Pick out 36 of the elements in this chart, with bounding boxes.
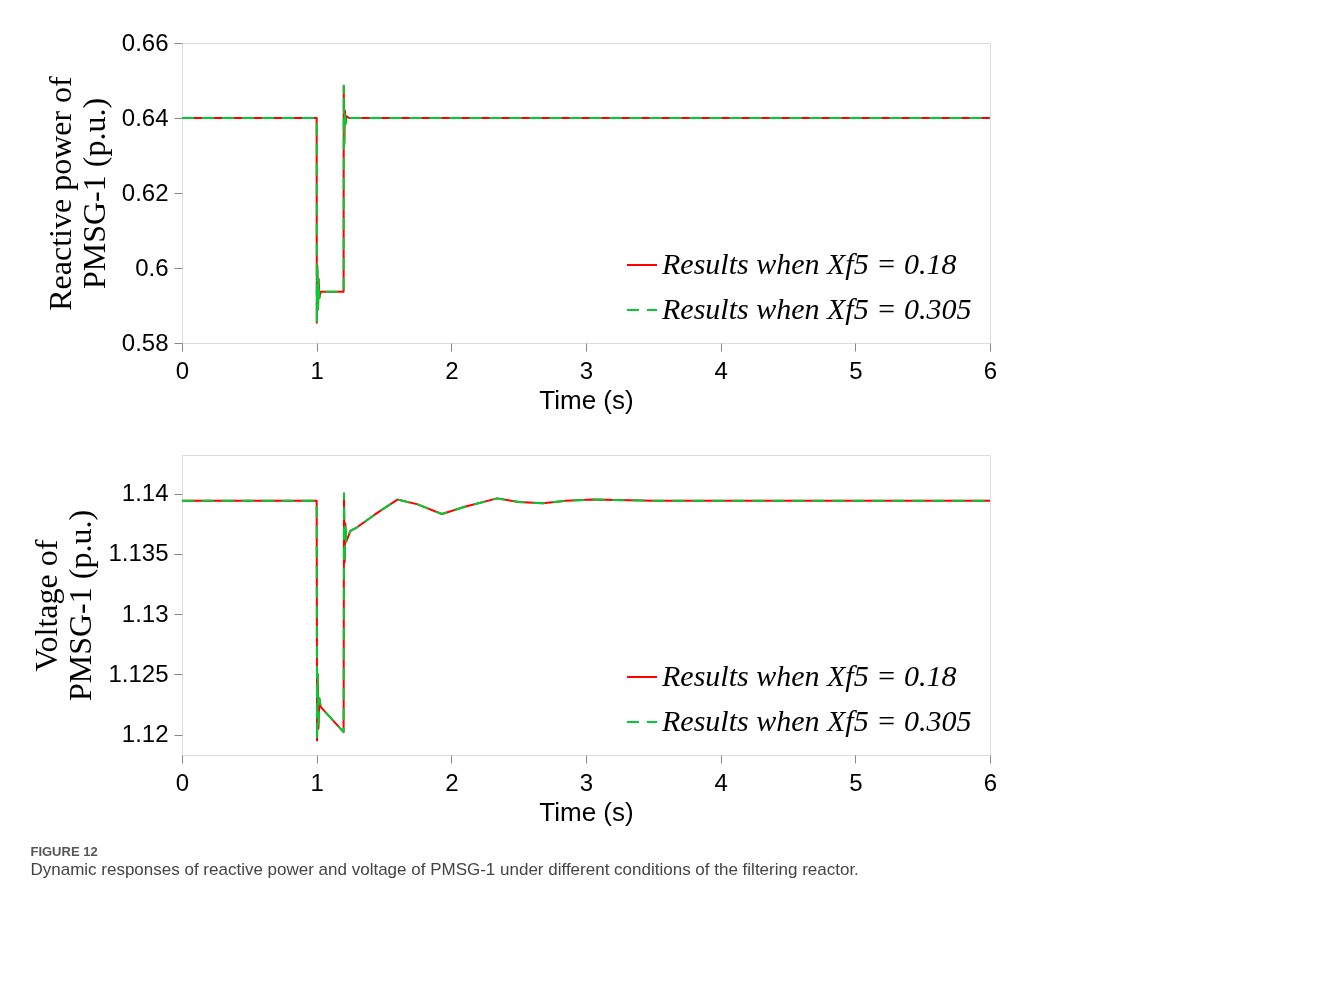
y-tick-label: 1.14: [121, 479, 169, 507]
x-tick-label: 1: [310, 356, 324, 384]
caption: FIGURE 12: [30, 843, 98, 859]
x-tick-label: 6: [983, 356, 998, 384]
x-tick-label: 6: [983, 768, 998, 796]
y-tick-label: 0.62: [121, 178, 169, 206]
line-series: [182, 84, 990, 324]
x-axis-title: Time (s): [539, 796, 634, 827]
x-tick-label: 2: [445, 356, 459, 384]
y-tick-label: 1.13: [121, 599, 169, 627]
text: Dynamic responses of reactive power and voltage of PMSG-1 under different conditions of the filtering reactor.: [30, 859, 859, 879]
y-axis-title: Voltage of PMSG-1 (p.u.): [28, 509, 99, 702]
x-tick-label: 2: [445, 768, 459, 796]
y-tick-label: 0.58: [121, 328, 169, 356]
y-tick-label: 0.64: [121, 103, 169, 131]
x-tick-label: 5: [849, 768, 863, 796]
legend-label: Results when Xf5 = 0.305: [661, 704, 972, 737]
x-tick-label: 3: [579, 768, 594, 796]
x-tick-label: 5: [849, 356, 863, 384]
x-tick-label: 4: [714, 768, 728, 796]
x-tick-label: 0: [175, 356, 190, 384]
legend-label: Results when Xf5 = 0.18: [661, 659, 957, 692]
y-tick-label: 0.66: [121, 28, 169, 56]
line-series: [182, 492, 990, 742]
x-tick-label: 3: [579, 356, 594, 384]
x-axis-title: Time (s): [539, 384, 634, 415]
y-tick-label: 0.6: [135, 253, 169, 281]
y-axis-title: Reactive power of PMSG-1 (p.u.): [41, 75, 112, 311]
x-tick-label: 4: [714, 356, 728, 384]
y-tick-label: 1.125: [108, 659, 169, 687]
y-tick-label: 1.12: [121, 720, 169, 748]
y-tick-label: 1.135: [108, 539, 169, 567]
x-tick-label: 0: [175, 768, 190, 796]
x-tick-label: 1: [310, 768, 324, 796]
legend-label: Results when Xf5 = 0.18: [661, 247, 957, 280]
legend-label: Results when Xf5 = 0.305: [661, 292, 972, 325]
